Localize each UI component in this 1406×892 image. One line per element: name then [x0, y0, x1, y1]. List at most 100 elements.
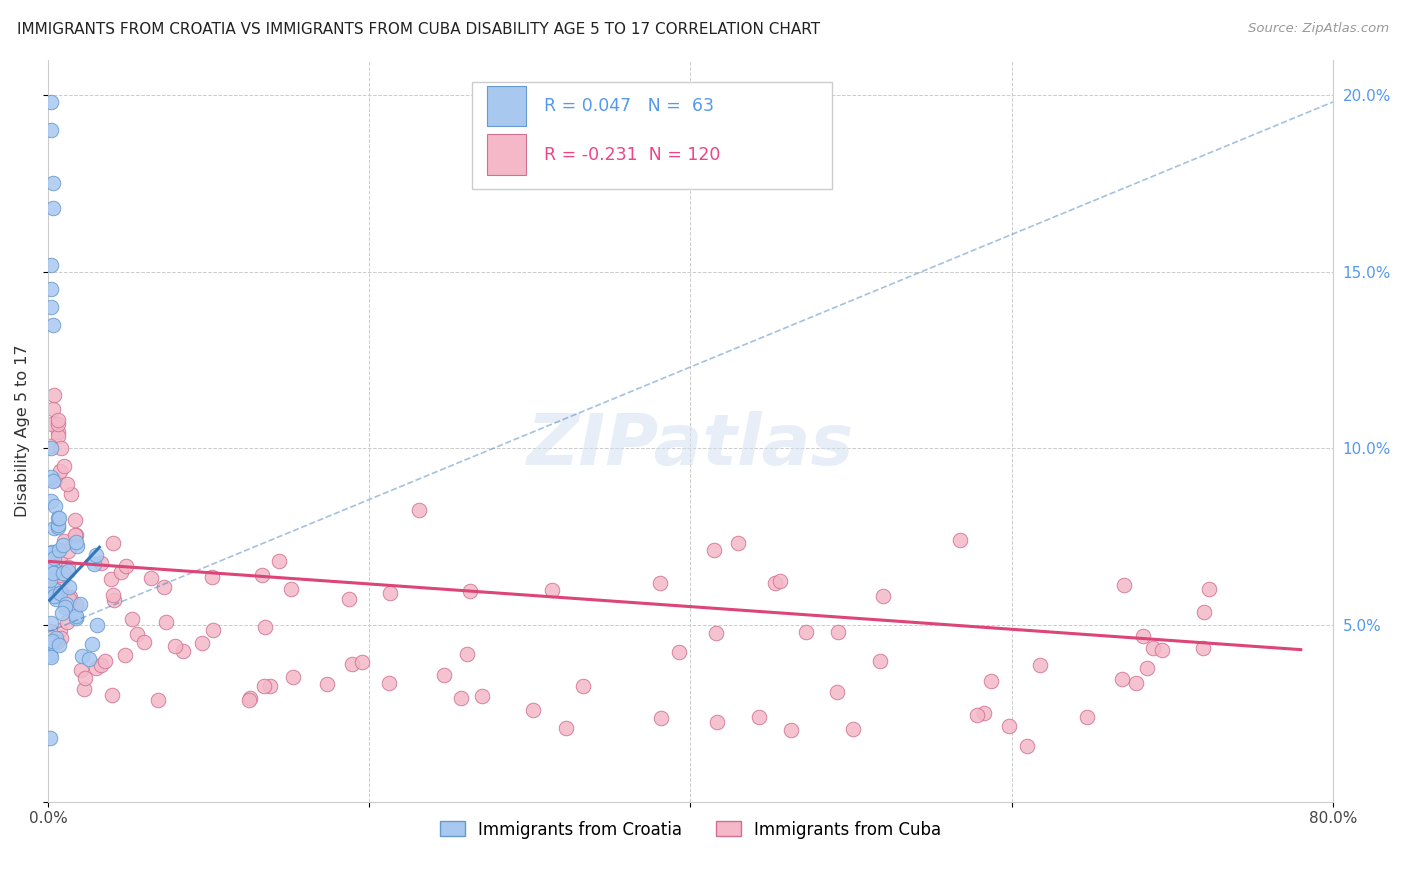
Point [1076, 710, 1098, 724]
Point [253, 679, 276, 693]
Point [703, 543, 725, 558]
Point [63, 528, 86, 542]
Point [56, 559, 79, 574]
Point [152, 580, 174, 594]
Point [250, 567, 273, 582]
Point [49, 585, 72, 599]
Point [63, 513, 86, 527]
Point [39, 648, 62, 662]
Point [101, 588, 124, 602]
Point [352, 655, 374, 669]
Point [73, 672, 96, 686]
Point [84, 661, 107, 675]
Point [571, 679, 593, 693]
Point [980, 674, 1002, 689]
Point [825, 685, 848, 699]
Point [41, 561, 63, 575]
Point [280, 582, 302, 596]
Point [56, 544, 79, 558]
Point [827, 625, 849, 640]
Point [748, 710, 770, 724]
Point [46, 413, 69, 427]
Point [38, 439, 60, 453]
Point [1198, 582, 1220, 596]
Point [49, 623, 72, 637]
Point [727, 536, 749, 550]
Point [458, 584, 481, 599]
Point [44, 388, 66, 402]
Point [42, 550, 65, 565]
Point [42, 201, 65, 215]
Point [39, 300, 62, 314]
Point [46, 511, 69, 525]
Point [44, 521, 66, 535]
Point [39, 469, 62, 483]
Point [39, 624, 62, 639]
Point [42, 176, 65, 190]
Point [48, 543, 70, 558]
Point [706, 715, 728, 730]
Point [42, 402, 65, 417]
Point [1132, 629, 1154, 643]
Point [340, 657, 363, 671]
Point [69, 597, 91, 611]
Point [337, 591, 360, 606]
Point [650, 711, 672, 725]
Point [541, 582, 564, 597]
Point [841, 722, 863, 736]
Point [48, 511, 70, 525]
Point [39, 95, 62, 109]
Point [704, 626, 727, 640]
Point [41, 650, 63, 665]
Point [103, 535, 125, 549]
Point [49, 586, 72, 600]
Point [90, 556, 112, 570]
Point [93, 654, 115, 668]
Point [44, 474, 66, 488]
Point [46, 425, 69, 439]
Point [65, 609, 87, 624]
Point [239, 690, 262, 705]
Point [55, 597, 77, 611]
Point [121, 612, 143, 626]
Point [794, 624, 817, 639]
Point [58, 580, 80, 594]
Point [53, 599, 76, 614]
Point [1112, 578, 1135, 592]
Point [554, 721, 576, 735]
Point [39, 282, 62, 296]
Point [44, 582, 66, 597]
Point [65, 599, 87, 613]
Point [65, 528, 87, 542]
Point [668, 645, 690, 659]
Point [86, 617, 108, 632]
Point [84, 548, 107, 562]
Legend: Immigrants from Croatia, Immigrants from Cuba: Immigrants from Croatia, Immigrants from… [433, 814, 948, 846]
Point [48, 638, 70, 652]
Point [456, 647, 478, 661]
Point [49, 556, 72, 570]
Point [315, 677, 337, 691]
Point [201, 570, 224, 584]
Y-axis label: Disability Age 5 to 17: Disability Age 5 to 17 [15, 344, 30, 516]
Point [60, 487, 83, 501]
Point [65, 610, 87, 624]
Point [56, 476, 79, 491]
Point [125, 627, 148, 641]
Point [283, 670, 305, 684]
Point [39, 494, 62, 508]
Point [39, 546, 62, 560]
Point [378, 586, 401, 600]
Point [966, 707, 988, 722]
Point [70, 649, 93, 664]
Point [70, 663, 93, 677]
Point [201, 623, 224, 637]
Point [259, 679, 281, 693]
Point [41, 634, 63, 648]
Point [53, 458, 76, 473]
Point [763, 576, 786, 591]
Point [73, 681, 96, 696]
Point [869, 653, 891, 667]
Point [949, 533, 972, 547]
Point [49, 464, 72, 478]
